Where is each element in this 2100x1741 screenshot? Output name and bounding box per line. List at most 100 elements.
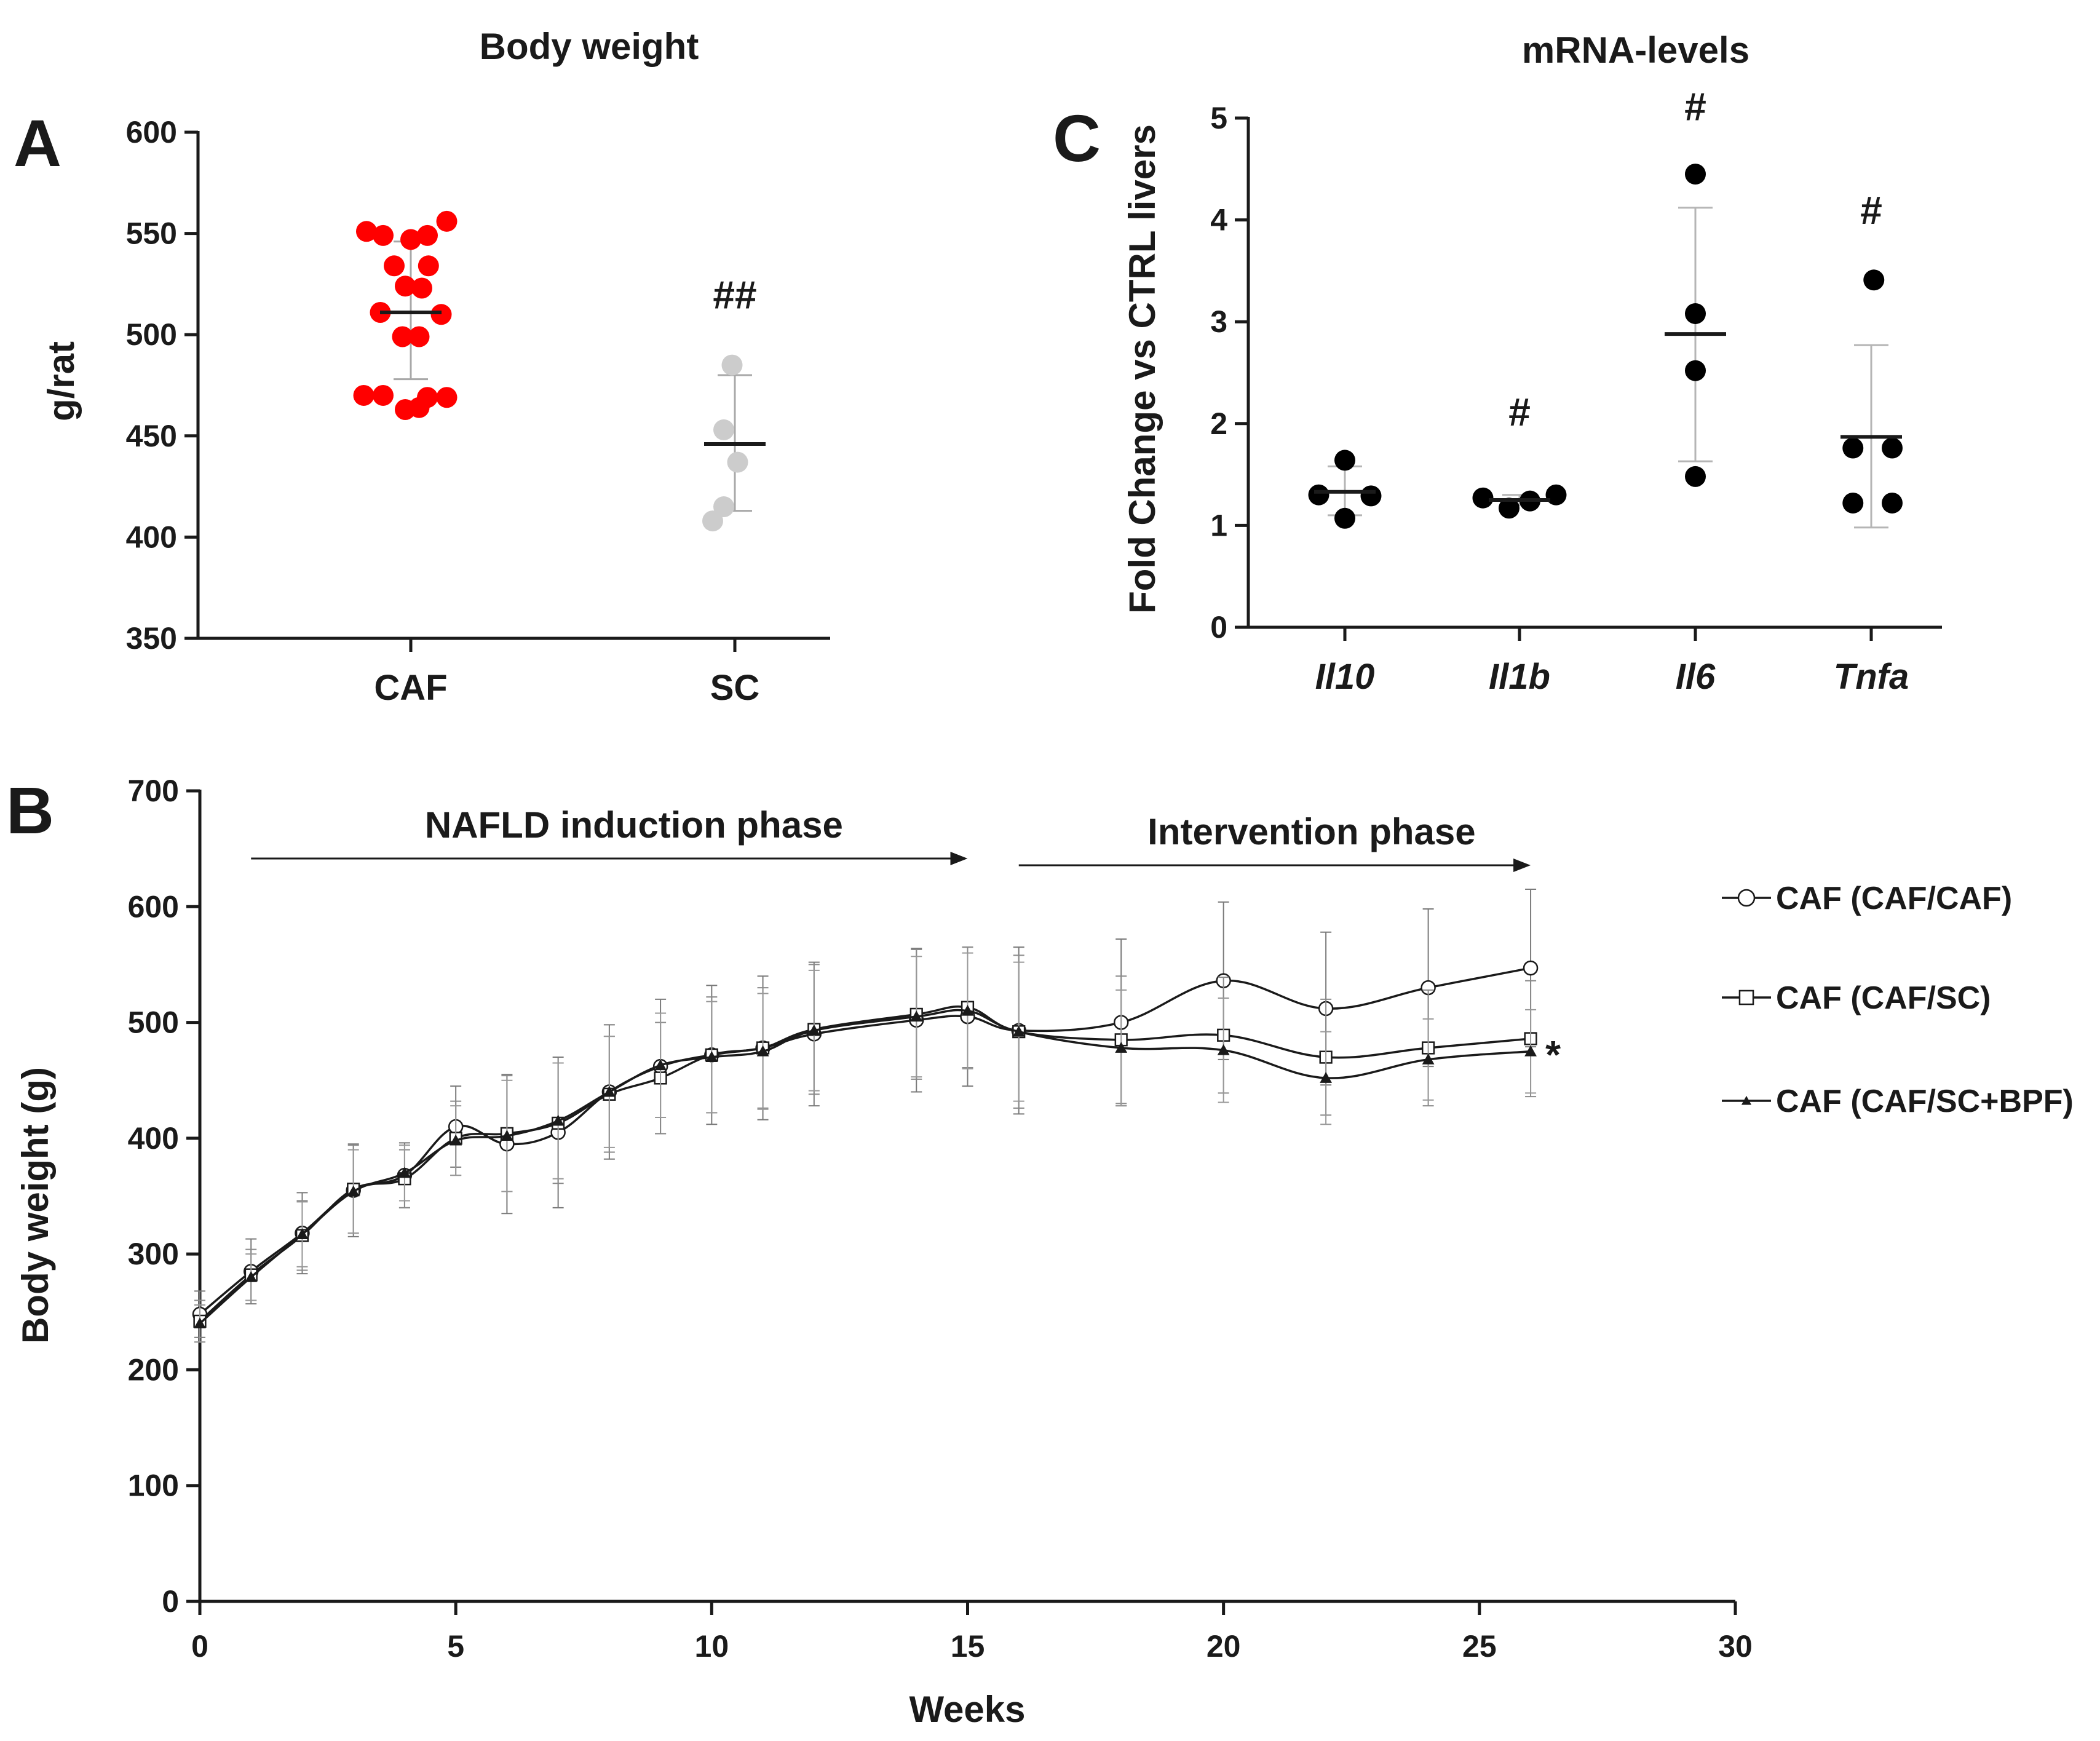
x-tick-label: 5 xyxy=(447,1629,464,1664)
data-point xyxy=(436,210,458,232)
x-tick-label: 15 xyxy=(951,1629,985,1664)
y-tick-label: 200 xyxy=(128,1352,179,1387)
marker-triangle xyxy=(654,1059,667,1071)
data-point xyxy=(702,510,723,532)
marker-triangle xyxy=(1524,1045,1537,1057)
legend-item: CAF (CAF/SC+BPF) xyxy=(1722,1084,2074,1119)
marker-triangle xyxy=(398,1167,411,1178)
y-tick-label: 0 xyxy=(162,1584,179,1619)
data-point xyxy=(400,229,421,250)
data-point xyxy=(1685,164,1706,185)
x-category-label: CAF xyxy=(374,668,447,708)
y-tick-label: 5 xyxy=(1210,101,1227,135)
panel-a-body-weight-scatter: Body weight g/rat 350 400 450 500 550 600 CAF S… xyxy=(41,26,830,708)
phase-label: Intervention phase xyxy=(1147,811,1475,852)
panel-a-annotations: ## xyxy=(713,272,756,317)
data-point xyxy=(727,451,748,473)
data-point xyxy=(1882,437,1903,459)
significance-marker: ## xyxy=(713,272,756,317)
y-tick-label: 500 xyxy=(126,317,177,352)
x-tick-label: 10 xyxy=(695,1629,729,1664)
panel-c-error-bars xyxy=(1328,207,1888,529)
y-tick-label: 1 xyxy=(1210,508,1227,542)
panel-a-points xyxy=(353,210,766,532)
phase-label: NAFLD induction phase xyxy=(425,804,843,846)
marker-triangle xyxy=(1012,1025,1025,1037)
series-line xyxy=(199,1009,1531,1325)
data-point xyxy=(1685,466,1706,487)
data-point xyxy=(373,384,394,406)
marker-triangle xyxy=(501,1130,513,1141)
series-1 xyxy=(192,889,1539,1338)
data-point xyxy=(1308,484,1329,506)
data-point xyxy=(395,276,416,297)
phase-arrow-head xyxy=(1513,859,1531,872)
data-point xyxy=(436,387,458,408)
significance-marker: * xyxy=(1545,1033,1561,1077)
phase-arrow-head xyxy=(950,852,968,865)
marker-triangle xyxy=(705,1051,718,1062)
legend-label: CAF (CAF/SC) xyxy=(1776,980,1991,1016)
legend-item: CAF (CAF/CAF) xyxy=(1722,881,2012,916)
panel-b-x-axis-label: Weeks xyxy=(909,1689,1025,1730)
marker-triangle xyxy=(347,1185,360,1197)
y-tick-label: 4 xyxy=(1210,203,1227,237)
panel-c-points xyxy=(1308,164,1903,529)
marker-triangle xyxy=(807,1024,820,1036)
series-2 xyxy=(193,946,1537,1343)
x-category-label: SC xyxy=(710,668,760,708)
data-point xyxy=(713,419,734,440)
series-line xyxy=(199,967,1531,1315)
x-tick-label: 25 xyxy=(1462,1629,1497,1664)
marker-triangle xyxy=(1115,1042,1128,1053)
x-category-label: Il6 xyxy=(1676,657,1716,697)
marker-triangle xyxy=(1422,1053,1435,1065)
panel-b-y-axis-label: Body weight (g) xyxy=(15,1067,56,1344)
legend-item: CAF (CAF/SC) xyxy=(1722,980,1991,1016)
marker-triangle xyxy=(1741,1095,1752,1105)
data-point xyxy=(411,277,432,299)
data-point xyxy=(1685,360,1706,381)
marker-circle xyxy=(1737,889,1756,907)
panel-b-series: * xyxy=(192,889,1561,1343)
y-tick-label: 0 xyxy=(1210,610,1227,644)
data-point xyxy=(356,221,377,242)
data-point xyxy=(1499,498,1520,519)
y-tick-label: 400 xyxy=(126,520,177,554)
y-tick-label: 500 xyxy=(128,1005,179,1040)
y-tick-label: 350 xyxy=(126,621,177,656)
marker-triangle xyxy=(603,1085,616,1097)
x-category-label: Il1b xyxy=(1489,657,1550,697)
data-point xyxy=(1863,269,1885,291)
y-tick-label: 450 xyxy=(126,419,177,453)
panel-c-mrna-scatter: mRNA-levels Fold Change vs CTRL livers 0… xyxy=(1122,30,1942,697)
data-point xyxy=(392,326,413,347)
x-category-label: Il10 xyxy=(1315,657,1375,697)
panel-c-title: mRNA-levels xyxy=(1522,30,1749,71)
panel-letter-b: B xyxy=(6,773,54,847)
panel-b-axes: 0 100 200 300 400 500 600 700 0 5 10 15 20 25 30 xyxy=(128,774,1753,1664)
y-tick-label: 400 xyxy=(128,1121,179,1156)
marker-triangle xyxy=(245,1271,258,1282)
x-tick-label: 30 xyxy=(1718,1629,1753,1664)
panel-b-phase-arrows: NAFLD induction phase Intervention phase xyxy=(251,804,1531,872)
data-point xyxy=(1842,437,1864,459)
data-point xyxy=(353,384,374,406)
marker-triangle xyxy=(450,1134,462,1146)
marker-triangle xyxy=(1217,1044,1230,1055)
marker-triangle xyxy=(756,1045,769,1057)
y-tick-label: 550 xyxy=(126,216,177,251)
significance-marker: # xyxy=(1508,390,1531,434)
panel-c-annotations: # # # xyxy=(1508,84,1882,434)
panel-a-axes: 350 400 450 500 550 600 CAF SC xyxy=(126,115,830,708)
marker-triangle xyxy=(552,1114,565,1126)
marker-square xyxy=(1738,989,1754,1005)
y-tick-label: 600 xyxy=(126,115,177,149)
significance-marker: # xyxy=(1860,188,1882,232)
marker-triangle xyxy=(910,1010,923,1022)
data-point xyxy=(1685,303,1706,324)
marker-triangle xyxy=(1320,1072,1333,1083)
panel-letter-a: A xyxy=(14,106,61,180)
y-tick-label: 3 xyxy=(1210,304,1227,339)
legend-label: CAF (CAF/SC+BPF) xyxy=(1776,1084,2074,1119)
